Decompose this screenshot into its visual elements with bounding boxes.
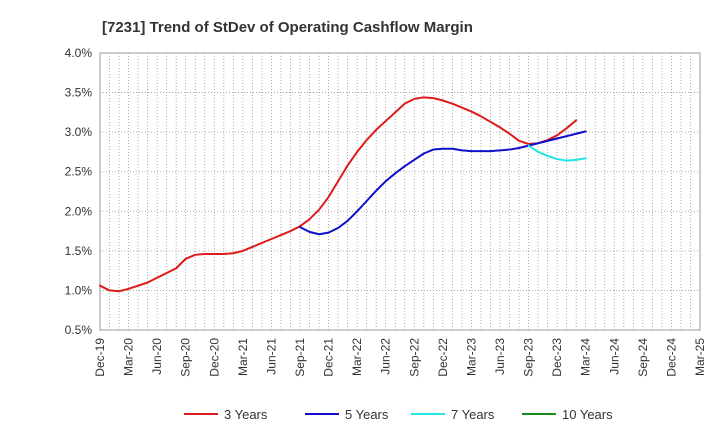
x-tick-label: Sep-22: [407, 338, 421, 377]
x-tick-label: Jun-24: [607, 338, 621, 375]
x-tick-label: Dec-23: [550, 338, 564, 377]
series-line: [299, 130, 587, 236]
x-tick-label: Mar-24: [579, 338, 593, 376]
plot-frame: [99, 52, 701, 331]
y-tick-label: 3.5%: [65, 86, 93, 100]
legend-label: 3 Years: [224, 407, 268, 422]
x-tick-label: Mar-23: [464, 338, 478, 376]
x-tick-label: Mar-21: [236, 338, 250, 376]
series-line: [99, 96, 578, 293]
y-tick-label: 2.0%: [65, 204, 93, 218]
x-tick-label: Sep-20: [179, 338, 193, 377]
y-tick-label: 0.5%: [65, 323, 93, 337]
y-tick-label: 1.0%: [65, 283, 93, 297]
x-tick-label: Dec-21: [322, 338, 336, 377]
x-tick-label: Sep-23: [522, 338, 536, 377]
x-tick-label: Dec-22: [436, 338, 450, 377]
y-tick-label: 1.5%: [65, 244, 93, 258]
x-tick-label: Jun-22: [379, 338, 393, 375]
plot-area: [99, 96, 587, 293]
x-tick-label: Dec-24: [664, 338, 678, 377]
series-line: [527, 144, 587, 162]
y-tick-label: 2.5%: [65, 165, 93, 179]
y-tick-label: 3.0%: [65, 125, 93, 139]
x-tick-label: Mar-25: [693, 338, 707, 376]
x-tick-label: Sep-24: [636, 338, 650, 377]
x-axis-ticks: Dec-19 Mar-20 Jun-20 Sep-20 Dec-20 Mar-21 Jun-…: [93, 338, 707, 377]
x-tick-label: Mar-22: [350, 338, 364, 376]
legend-label: 7 Years: [451, 407, 495, 422]
x-tick-label: Sep-21: [293, 338, 307, 377]
legend: 3 Years 5 Years 7 Years 10 Years: [184, 407, 613, 422]
grid: [99, 52, 701, 331]
x-tick-label: Mar-20: [122, 338, 136, 376]
y-axis-ticks: 0.5% 1.0% 1.5% 2.0% 2.5% 3.0% 3.5% 4.0%: [65, 46, 93, 337]
y-tick-label: 4.0%: [65, 46, 93, 60]
x-tick-label: Jun-21: [264, 338, 278, 375]
x-tick-label: Dec-20: [207, 338, 221, 377]
legend-label: 10 Years: [562, 407, 613, 422]
x-tick-label: Dec-19: [93, 338, 107, 377]
x-tick-label: Jun-23: [493, 338, 507, 375]
chart-title: [7231] Trend of StDev of Operating Cashf…: [102, 19, 473, 36]
x-tick-label: Jun-20: [150, 338, 164, 375]
legend-label: 5 Years: [345, 407, 389, 422]
